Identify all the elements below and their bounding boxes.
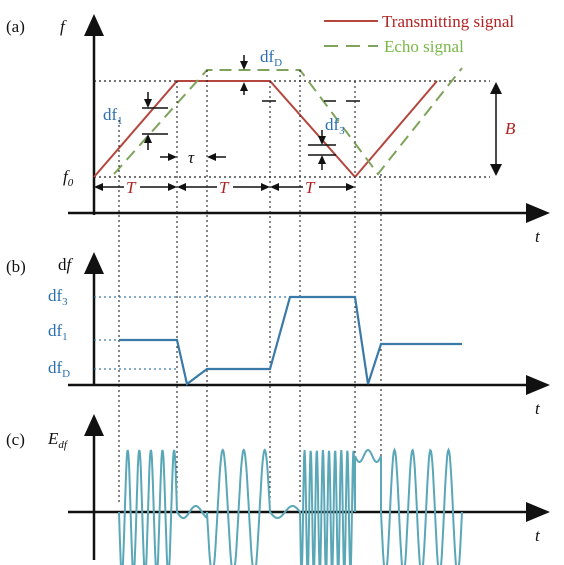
a-T3-label: T: [305, 178, 316, 197]
c-x-arrowhead: [526, 502, 550, 522]
transmit-signal-line: [93, 80, 438, 179]
a-x-arrowhead: [526, 203, 550, 223]
dfD-arrowhead-up: [240, 82, 248, 91]
a-T1-label: T: [126, 178, 137, 197]
a-y-axis-label: f: [60, 17, 67, 36]
panel-a: (a) f t Transmitting signal Echo signal …: [6, 12, 550, 246]
b-dfD-label: dfD: [48, 358, 70, 380]
b-x-axis-label: t: [535, 399, 541, 418]
vertical-guides: [118, 70, 382, 505]
b-df1-label: df1: [48, 321, 68, 343]
df1-arrowhead-up: [144, 134, 152, 143]
c-x-axis-label: t: [535, 526, 541, 545]
b-df3-label: df3: [48, 286, 68, 308]
panel-b: (b) df t df3 df1 dfD: [6, 252, 550, 418]
dfD-arrowhead-down: [240, 61, 248, 70]
T2-mask: [217, 178, 233, 196]
b-y-arrowhead: [84, 252, 104, 274]
tau-arrow-right: [168, 153, 177, 161]
df1-arrowhead-down: [144, 99, 152, 108]
a-dfD-label: dfD: [260, 47, 282, 69]
df3-arrowhead-down: [318, 136, 326, 145]
a-x-axis-label: t: [535, 227, 541, 246]
panel-c: (c) Edf t: [6, 414, 550, 565]
a-tau-label: τ: [188, 148, 195, 167]
c-y-axis-label: Edf: [47, 429, 69, 451]
legend-echo-label: Echo signal: [384, 37, 464, 56]
a-y-arrowhead: [84, 14, 104, 36]
c-y-arrowhead: [84, 414, 104, 436]
T3-mask: [303, 178, 319, 196]
a-f0-label: f0: [63, 167, 74, 189]
b-y-axis-label: df: [58, 255, 74, 274]
b-beat-frequency-trace: [119, 295, 462, 386]
a-B-label: B: [505, 119, 516, 138]
echo-signal-line: [113, 67, 463, 176]
a-T2-label: T: [219, 178, 230, 197]
df3-arrowhead-up: [318, 155, 326, 164]
tau-arrow-left: [207, 153, 216, 161]
legend-transmit-label: Transmitting signal: [382, 12, 514, 31]
T1-mask: [124, 178, 140, 196]
B-arrowhead-down: [490, 164, 502, 176]
b-x-arrowhead: [526, 375, 550, 395]
a-df3-label: df3: [325, 115, 345, 137]
panel-c-label: (c): [6, 430, 25, 449]
c-beat-signal-wave: [118, 447, 463, 565]
a-df1-label: df1: [103, 105, 123, 127]
B-arrowhead-up: [490, 82, 502, 94]
panel-a-label: (a): [6, 17, 25, 36]
panel-b-label: (b): [6, 257, 26, 276]
